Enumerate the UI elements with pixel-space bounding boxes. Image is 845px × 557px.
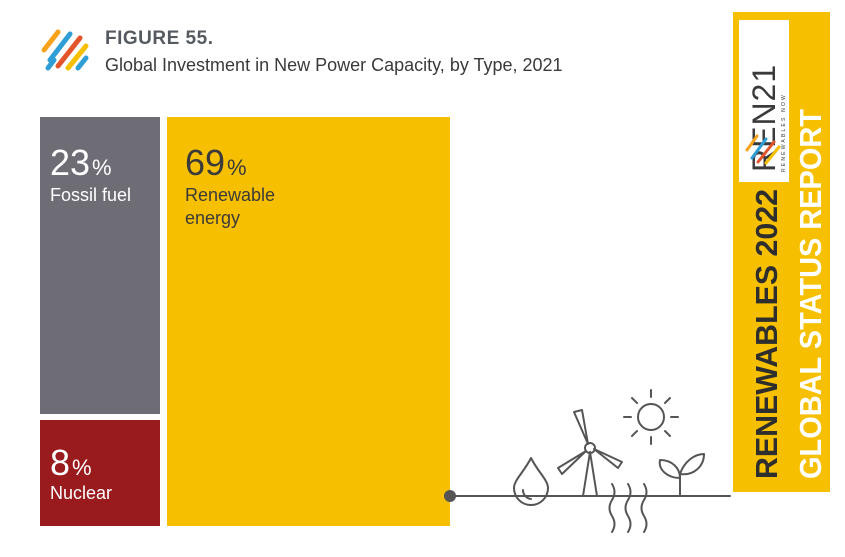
plant-sprout-icon [658,453,705,497]
fossil-fuel-unit: % [92,155,112,180]
baseline-dot [444,490,456,502]
nuclear-number: 8 [50,442,71,483]
nuclear-value: 8% [50,442,92,484]
sun-icon [623,389,679,445]
ren21-logo-icon [41,29,89,71]
nuclear-unit: % [72,455,92,480]
heat-waves-icon [608,483,648,533]
ren21-banner-logo-icon [745,134,781,165]
renewable-label: Renewable energy [185,185,276,228]
water-drop-icon [513,457,549,506]
ren21-tagline: RENEWABLES NOW [781,93,787,172]
figure-title: Global Investment in New Power Capacity,… [105,55,563,75]
renewable-number: 69 [185,142,226,183]
wind-turbine-icon [557,409,623,497]
fossil-fuel-block [40,117,160,414]
fossil-fuel-number: 23 [50,142,91,183]
figure-number: FIGURE 55. [105,28,214,49]
nuclear-label: Nuclear [50,483,113,503]
renewable-unit: % [227,155,247,180]
fossil-fuel-label: Fossil fuel [50,185,132,205]
report-title-line1: RENEWABLES 2022 [749,189,784,479]
report-title-line2: GLOBAL STATUS REPORT [793,109,828,479]
renewable-block [167,117,450,526]
renewable-value: 69% [185,142,247,184]
report-banner: REN21 RENEWABLES NOW RENEWABLES 2022 GLO… [733,12,830,492]
fossil-fuel-value: 23% [50,142,112,184]
nuclear-block [40,420,160,526]
